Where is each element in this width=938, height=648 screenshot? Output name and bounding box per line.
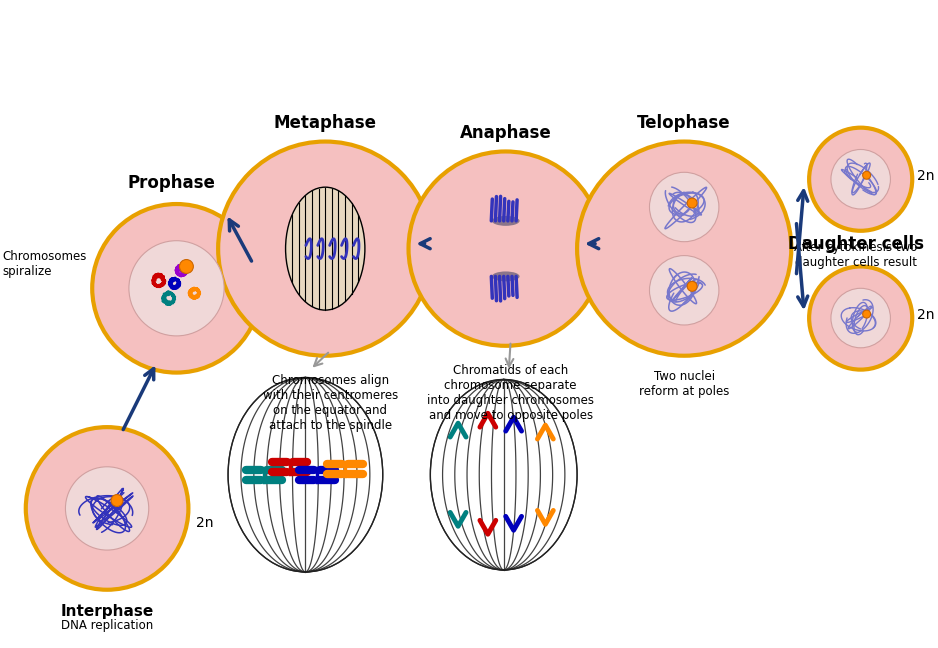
Text: Prophase: Prophase — [128, 174, 216, 192]
Circle shape — [649, 255, 719, 325]
Text: 2n: 2n — [917, 169, 934, 183]
Circle shape — [66, 467, 149, 550]
Text: Chromosomes align
with their centromeres
on the equator and
attach to the spindl: Chromosomes align with their centromeres… — [263, 374, 398, 432]
Circle shape — [92, 204, 261, 373]
Circle shape — [688, 281, 697, 292]
Ellipse shape — [285, 187, 365, 310]
Circle shape — [577, 141, 792, 356]
Text: Interphase: Interphase — [60, 604, 154, 619]
Circle shape — [863, 310, 870, 318]
Text: Chromosomes
spiralize: Chromosomes spiralize — [2, 249, 86, 277]
Circle shape — [219, 141, 432, 356]
Circle shape — [863, 171, 870, 179]
Text: Telophase: Telophase — [638, 113, 731, 132]
Circle shape — [809, 128, 913, 231]
Text: Chromatids of each
chromosome separate
into daughter chromosomes
and move to opp: Chromatids of each chromosome separate i… — [427, 364, 594, 422]
Text: DNA replication: DNA replication — [61, 619, 153, 632]
Ellipse shape — [492, 272, 520, 281]
Text: Metaphase: Metaphase — [274, 113, 377, 132]
Ellipse shape — [492, 216, 520, 226]
Circle shape — [688, 198, 697, 208]
Text: Anaphase: Anaphase — [460, 124, 552, 141]
Circle shape — [809, 266, 913, 369]
Circle shape — [179, 260, 193, 273]
Text: Two nuclei
reform at poles: Two nuclei reform at poles — [639, 369, 730, 398]
Text: Daughter cells: Daughter cells — [788, 235, 924, 253]
Circle shape — [409, 152, 603, 346]
Text: After cytokinesis two
daughter cells result: After cytokinesis two daughter cells res… — [794, 240, 917, 269]
Circle shape — [831, 288, 890, 348]
Text: 2n: 2n — [196, 516, 214, 530]
Circle shape — [831, 150, 890, 209]
Circle shape — [111, 494, 123, 507]
Circle shape — [649, 172, 719, 242]
Text: 2n: 2n — [917, 308, 934, 322]
Circle shape — [25, 427, 189, 590]
Circle shape — [129, 240, 224, 336]
